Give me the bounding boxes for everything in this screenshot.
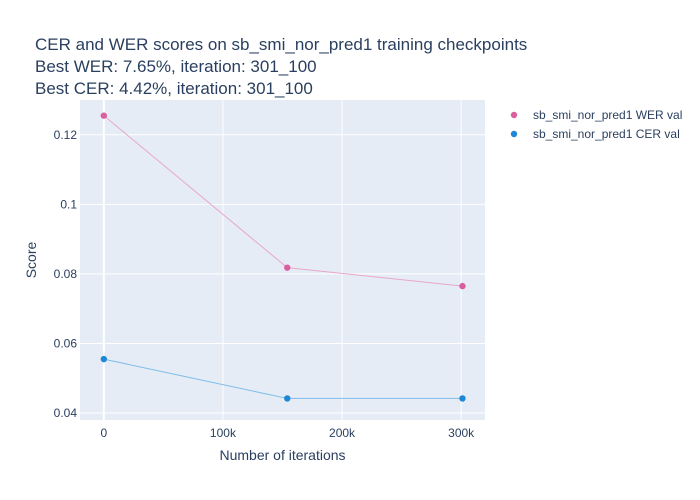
data-point <box>100 112 108 119</box>
x-tick-label: 200k <box>329 426 356 440</box>
x-tick-label: 0 <box>100 426 107 440</box>
y-axis-ticks: 0.04 0.06 0.08 0.1 0.12 <box>54 128 78 420</box>
x-tick-label: 300k <box>448 426 475 440</box>
y-tick-label: 0.1 <box>60 197 77 211</box>
chart-title-line-1: CER and WER scores on sb_smi_nor_pred1 t… <box>35 35 527 54</box>
chart-subtitle-best-wer: Best WER: 7.65%, iteration: 301_100 <box>35 57 317 76</box>
chart-title: CER and WER scores on sb_smi_nor_pred1 t… <box>35 35 527 98</box>
legend-label: sb_smi_nor_pred1 CER val <box>533 127 680 141</box>
legend-label: sb_smi_nor_pred1 WER val <box>533 108 682 122</box>
legend-marker <box>510 130 518 138</box>
plot-area <box>80 100 485 420</box>
y-axis-title: Score <box>23 242 39 279</box>
grid-lines <box>80 100 485 420</box>
data-point <box>284 395 291 402</box>
x-tick-label: 100k <box>210 426 237 440</box>
data-point <box>284 264 291 271</box>
legend: sb_smi_nor_pred1 WER val sb_smi_nor_pred1… <box>510 108 682 141</box>
data-point <box>459 282 466 290</box>
y-tick-label: 0.04 <box>54 406 78 420</box>
series-points <box>100 112 466 402</box>
data-point <box>459 395 466 402</box>
y-tick-label: 0.12 <box>54 128 78 142</box>
chart-subtitle-best-cer: Best CER: 4.42%, iteration: 301_100 <box>35 79 313 98</box>
x-axis-title: Number of iterations <box>219 447 345 463</box>
y-tick-label: 0.08 <box>54 267 78 281</box>
data-point <box>100 355 108 363</box>
x-axis-ticks: 0 100k 200k 300k <box>100 426 475 440</box>
legend-marker <box>510 111 518 119</box>
y-tick-label: 0.06 <box>54 336 78 350</box>
